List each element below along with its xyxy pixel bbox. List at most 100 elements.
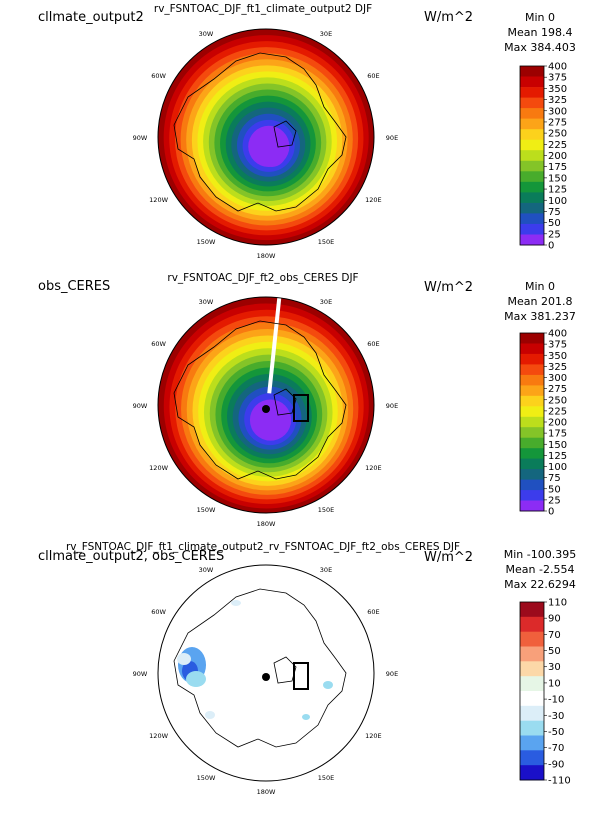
longitude-label: 150W — [197, 774, 216, 782]
colorbar-swatch — [520, 691, 544, 707]
longitude-label: 120E — [365, 732, 382, 740]
longitude-label: 60W — [151, 72, 166, 80]
colorbar-swatch — [520, 458, 544, 470]
stat-mean: Mean -2.554 — [505, 563, 575, 576]
colorbar-tick-label: 0 — [548, 507, 554, 518]
pole-marker — [262, 405, 270, 413]
anomaly-patch — [231, 600, 241, 606]
colorbar-tick-label: 30 — [548, 662, 561, 673]
colorbar-swatch — [520, 150, 544, 162]
stat-mean: Mean 201.8 — [507, 295, 573, 308]
colorbar-tick-label: 50 — [548, 484, 561, 495]
colorbar-swatch — [520, 676, 544, 692]
colorbar-swatch — [520, 735, 544, 751]
colorbar-tick-label: 175 — [548, 429, 567, 440]
colorbar-tick-label: 110 — [548, 598, 567, 609]
colorbar-tick-label: 0 — [548, 241, 554, 252]
anomaly-patch — [186, 671, 206, 687]
colorbar-tick-label: 25 — [548, 229, 561, 240]
longitude-label: 120E — [365, 196, 382, 204]
longitude-label: 120E — [365, 464, 382, 472]
longitude-label: 150E — [318, 774, 335, 782]
anomaly-patch — [177, 653, 191, 665]
contour-band — [258, 139, 286, 167]
colorbar-tick-label: 250 — [548, 395, 567, 406]
colorbar: 110 90 70 50 30 10 -10 -30 -50 -70 -90 -110 — [519, 598, 571, 787]
longitude-label: 30W — [199, 30, 214, 38]
colorbar-tick-label: 325 — [548, 95, 567, 106]
colorbar-swatch — [520, 448, 544, 460]
colorbar-tick-label: 75 — [548, 207, 561, 218]
colorbar-tick-label: 400 — [548, 62, 567, 73]
polar-map: 30E 30W 60E 60W 90E 90W 120E 120W 150E 150W 180W — [133, 564, 398, 796]
longitude-label: 120W — [149, 196, 168, 204]
colorbar-swatch — [520, 333, 544, 344]
colorbar-swatch — [520, 364, 544, 376]
longitude-label: 150W — [197, 506, 216, 514]
colorbar-swatch — [520, 343, 544, 355]
colorbar-tick-label: 375 — [548, 73, 567, 84]
stats-block: Min -100.395 Mean -2.554 Max 22.6294 — [495, 547, 585, 592]
coastline — [173, 588, 347, 748]
longitude-label: 30W — [199, 298, 214, 306]
coastline — [173, 52, 347, 212]
panel-difference: cllmate_output2, obs_CERES rv_FSNTOAC_DJ… — [0, 540, 606, 810]
colorbar-tick-label: 50 — [548, 646, 561, 657]
colorbar-tick-label: 125 — [548, 451, 567, 462]
longitude-label: 90E — [386, 670, 398, 678]
map-border — [157, 296, 375, 514]
colorbar-tick-label: 200 — [548, 151, 567, 162]
stat-max: Max 384.403 — [504, 41, 576, 54]
colorbar-swatch — [520, 76, 544, 88]
colorbar-swatch — [520, 395, 544, 407]
island-cluster — [293, 662, 309, 690]
stat-max: Max 22.6294 — [504, 578, 576, 591]
panel-left-label: obs_CERES — [38, 279, 111, 294]
greenland-outline — [273, 120, 297, 148]
colorbar-swatch — [520, 374, 544, 386]
colorbar-tick-label: 275 — [548, 384, 567, 395]
colorbar-swatch — [520, 765, 544, 781]
longitude-label: 30E — [320, 30, 332, 38]
stats-block: Min 0 Mean 198.4 Max 384.403 — [495, 10, 585, 55]
units-label: W/m^2 — [424, 550, 474, 565]
island-cluster — [293, 394, 309, 422]
contour-band — [258, 407, 286, 435]
colorbar-tick-label: 150 — [548, 440, 567, 451]
longitude-label: 90W — [133, 134, 148, 142]
colorbar-tick-label: 150 — [548, 173, 567, 184]
colorbar-swatch — [520, 720, 544, 736]
colorbar-swatch — [520, 108, 544, 119]
stat-min: Min 0 — [524, 280, 555, 293]
longitude-label: 60E — [367, 72, 379, 80]
panel-left-label: cllmate_output2 — [38, 10, 144, 25]
colorbar-tick-label: 400 — [548, 329, 567, 340]
colorbar-swatch — [520, 87, 544, 98]
colorbar-swatch — [520, 490, 544, 501]
polar-map: 30E 30W 60E 60W 90E 90W 120E 120W 150E 150W 180W — [133, 293, 398, 528]
colorbar-tick-label: -70 — [548, 743, 564, 754]
longitude-label: 30E — [320, 298, 332, 306]
panel-left-label: cllmate_output2, obs_CERES — [38, 549, 225, 564]
longitude-label: 30W — [199, 566, 214, 574]
longitude-label: 60E — [367, 608, 379, 616]
colorbar-swatch — [520, 631, 544, 647]
map-border — [157, 564, 375, 782]
colorbar-swatch — [520, 234, 544, 246]
coastline — [173, 320, 347, 480]
colorbar-tick-label: -50 — [548, 727, 564, 738]
longitude-label: 60W — [151, 608, 166, 616]
colorbar-tick-label: 25 — [548, 495, 561, 506]
colorbar-tick-label: 350 — [548, 84, 567, 95]
colorbar: 4003753503253002752502252001751501251007… — [519, 62, 567, 252]
anomaly-patch — [323, 681, 333, 689]
colorbar-tick-label: 350 — [548, 351, 567, 362]
panel-title: rv_FSNTOAC_DJF_ft2_obs_CERES DJF — [167, 272, 359, 284]
colorbar-swatch — [520, 416, 544, 428]
longitude-label: 150W — [197, 238, 216, 246]
colorbar-swatch — [520, 479, 544, 491]
colorbar-tick-label: 75 — [548, 473, 561, 484]
stats-block: Min 0 Mean 201.8 Max 381.237 — [495, 279, 585, 324]
colorbar-swatch — [520, 181, 544, 193]
colorbar-tick-label: 300 — [548, 373, 567, 384]
